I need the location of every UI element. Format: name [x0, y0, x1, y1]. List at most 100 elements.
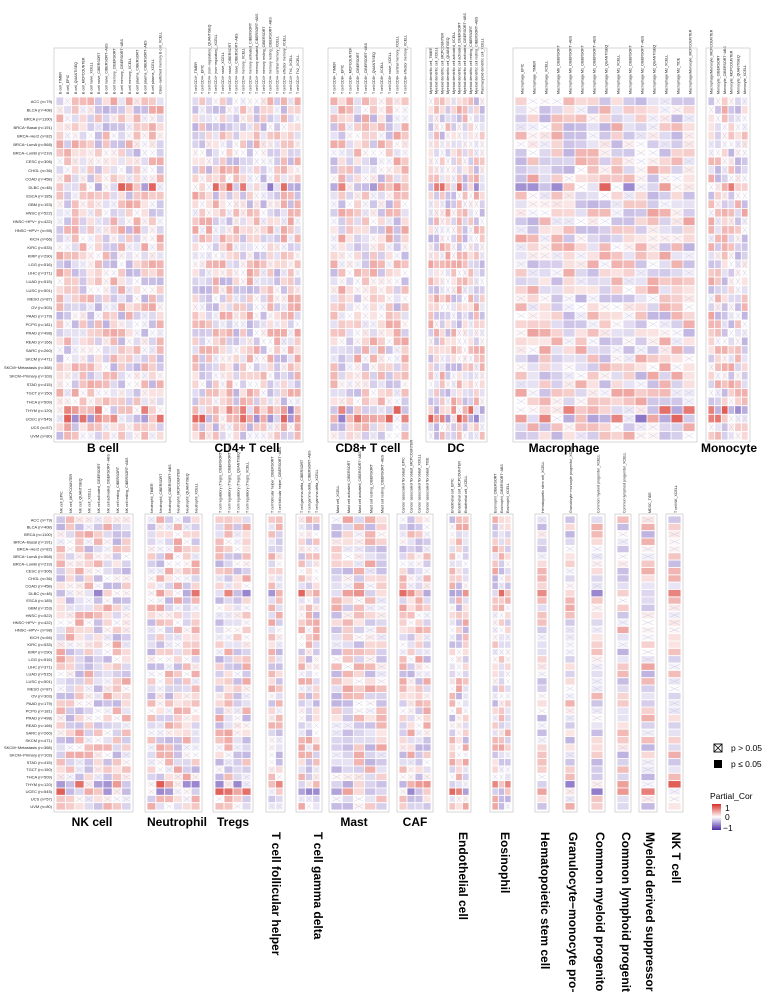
heatmap-cell: [714, 140, 722, 149]
heatmap-cell: [147, 538, 156, 546]
heatmap-cell: [102, 320, 110, 329]
heatmap-cell: [267, 285, 274, 295]
heatmap-cell: [708, 165, 715, 175]
heatmap-cell: [110, 380, 118, 389]
panel-title: Tregs: [217, 815, 249, 829]
heatmap-cell: [121, 692, 131, 700]
heatmap-cell: [93, 729, 103, 737]
heatmap-cell: [102, 431, 110, 440]
row-label: BRCA−Her2 (n=82): [17, 547, 53, 552]
heatmap-cell: [551, 302, 563, 312]
heatmap-cell: [428, 277, 434, 286]
heatmap-cell: [721, 260, 728, 269]
heatmap-cell: [94, 362, 103, 372]
heatmap-cell: [242, 574, 251, 582]
heatmap-cell: [294, 414, 301, 423]
heatmap-cell: [233, 225, 240, 235]
heatmap-cell: [260, 122, 267, 132]
heatmap-cell: [587, 182, 599, 192]
heatmap-cell: [65, 530, 75, 538]
heatmap-cell: [233, 354, 240, 363]
nonsignificant-cross-mark: [220, 321, 225, 328]
heatmap-cell: [141, 302, 149, 312]
heatmap-cell: [215, 780, 224, 788]
column-label: B cell naive_XCELL: [89, 62, 93, 94]
heatmap-cell: [456, 234, 463, 243]
nonsignificant-cross-mark: [149, 244, 155, 250]
heatmap-cell: [338, 234, 346, 243]
heatmap-cell: [56, 626, 66, 634]
heatmap-cell: [219, 157, 226, 166]
heatmap-cell: [275, 663, 283, 671]
heatmap-cell: [551, 165, 563, 175]
column-label: NK cell_QUANTISEQ: [78, 478, 82, 513]
column-label: B cell_EPIC: [66, 74, 70, 94]
heatmap-cell: [219, 165, 226, 175]
heatmap-cell: [226, 131, 233, 140]
heatmap-cell: [273, 345, 281, 355]
heatmap-cell: [305, 567, 313, 575]
heatmap-cell: [56, 234, 64, 243]
heatmap-cell: [121, 567, 131, 575]
nonsignificant-cross-mark: [268, 338, 273, 345]
heatmap-cell: [393, 337, 401, 346]
heatmap-cell: [164, 516, 174, 524]
nonsignificant-cross-mark: [234, 141, 239, 148]
heatmap-cell: [94, 268, 103, 277]
heatmap-cell: [280, 191, 288, 200]
nonsignificant-cross-mark: [213, 98, 219, 105]
heatmap-cell: [233, 431, 240, 440]
heatmap-cell: [191, 582, 200, 590]
heatmap-cell: [226, 345, 233, 355]
column-label: Neutrophil_XCELL: [194, 483, 198, 513]
heatmap-cell: [233, 302, 240, 312]
heatmap-cell: [401, 345, 409, 355]
panel-monocyte: Macrophage/Monocyte_MCPCOUNTER Monocyte_C…: [701, 29, 757, 455]
heatmap-cell: [102, 260, 110, 269]
heatmap-cell: [93, 560, 103, 568]
heatmap-cell: [148, 337, 157, 346]
heatmap-cell: [445, 148, 451, 157]
nonsignificant-cross-mark: [103, 209, 109, 216]
heatmap-cell: [191, 699, 200, 707]
heatmap-cell: [275, 744, 283, 752]
heatmap-cell: [361, 182, 370, 192]
heatmap-cell: [56, 751, 66, 759]
heatmap-cell: [156, 191, 164, 200]
heatmap-cell: [215, 641, 224, 649]
nonsignificant-cross-mark: [88, 261, 94, 268]
heatmap-cell: [148, 217, 157, 226]
heatmap-cell: [260, 131, 267, 140]
nonsignificant-cross-mark: [451, 209, 456, 217]
heatmap-cell: [205, 260, 213, 269]
heatmap-cell: [191, 802, 200, 810]
heatmap-cell: [182, 802, 192, 810]
heatmap-cell: [280, 105, 288, 114]
heatmap-cell: [575, 354, 587, 363]
heatmap-cell: [215, 663, 224, 671]
heatmap-cell: [599, 285, 611, 295]
heatmap-cell: [369, 157, 378, 166]
heatmap-cell: [56, 294, 64, 303]
heatmap-cell: [401, 371, 409, 380]
heatmap-cell: [102, 97, 110, 106]
nonsignificant-cross-mark: [386, 338, 392, 345]
heatmap-cell: [56, 354, 64, 363]
heatmap-cell: [330, 131, 338, 140]
nonsignificant-cross-mark: [355, 364, 361, 370]
heatmap-cell: [103, 582, 113, 590]
heatmap-cell: [156, 362, 164, 372]
heatmap-cell: [173, 685, 183, 693]
heatmap-cell: [445, 414, 451, 423]
nonsignificant-cross-mark: [355, 338, 361, 345]
heatmap-cell: [433, 345, 440, 355]
heatmap-cell: [125, 431, 133, 440]
nonsignificant-cross-mark: [261, 158, 266, 165]
heatmap-cell: [563, 414, 575, 423]
heatmap-cell: [671, 431, 683, 440]
heatmap-cell: [212, 337, 220, 346]
row-label: LUAD (n=515): [26, 672, 52, 677]
heatmap-cell: [233, 371, 240, 380]
heatmap-cell: [56, 182, 64, 192]
heatmap-cell: [147, 641, 156, 649]
